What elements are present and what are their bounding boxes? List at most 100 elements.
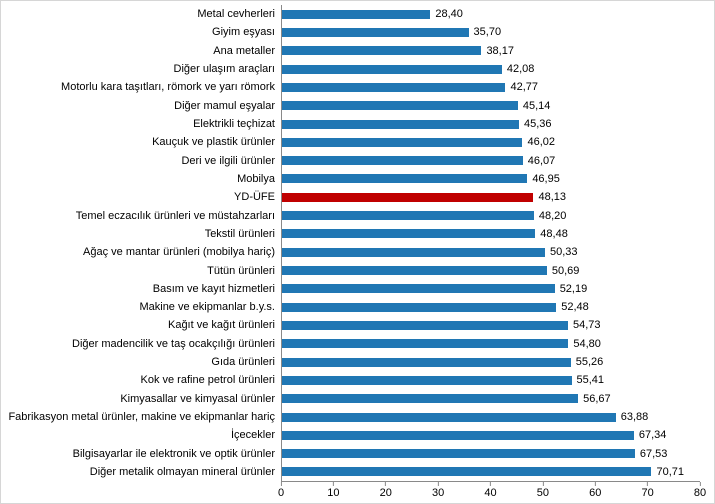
- bar-track: 42,08: [281, 59, 700, 79]
- x-axis-row: 0 10 20 30 40 50 60 70 80: [1, 481, 706, 501]
- value-label: 35,70: [473, 26, 502, 39]
- bar-track: 52,19: [281, 279, 700, 298]
- bar-track: 67,53: [281, 444, 700, 463]
- tick-mark: [280, 482, 282, 486]
- data-bar: [282, 412, 616, 422]
- data-bar: [282, 302, 557, 312]
- category-label: Elektrikli teçhizat: [193, 118, 275, 131]
- x-tick: 30: [432, 482, 444, 499]
- bar-track: 46,95: [281, 169, 700, 189]
- bar-track: 55,26: [281, 352, 700, 372]
- bar-row: Basım ve kayıt hizmetleri 52,19: [1, 279, 700, 298]
- tick-mark: [385, 482, 387, 486]
- bar-row: Deri ve ilgili ürünler 46,07: [1, 151, 700, 170]
- data-bar: [282, 449, 635, 459]
- bar-row: Giyim eşyası 35,70: [1, 23, 700, 42]
- value-label: 45,36: [524, 118, 552, 131]
- x-tick: 20: [380, 482, 392, 499]
- bar-track: 50,33: [281, 243, 700, 262]
- axis-spacer: [1, 481, 281, 501]
- tick-label: 40: [484, 487, 497, 499]
- tick-mark: [332, 482, 334, 486]
- category-label: Deri ve ilgili ürünler: [181, 154, 275, 167]
- value-label: 45,14: [522, 99, 551, 112]
- value-label: 28,40: [435, 8, 463, 21]
- tick-mark: [490, 482, 491, 486]
- value-label: 63,88: [620, 411, 649, 424]
- tick-mark: [594, 482, 596, 486]
- bar-track: 46,02: [281, 133, 700, 152]
- data-bar: [282, 27, 469, 37]
- data-bar: [282, 211, 534, 221]
- tick-mark: [542, 482, 544, 486]
- value-label: 48,13: [538, 191, 566, 204]
- value-label: 50,33: [549, 246, 578, 259]
- bar-row: Diğer madencilik ve taş ocakçılığı ürünl…: [1, 334, 700, 353]
- data-bar: [282, 266, 547, 276]
- data-bar: [282, 174, 528, 184]
- x-tick: 70: [642, 482, 654, 499]
- value-label: 67,34: [638, 429, 667, 442]
- data-bar: [282, 394, 579, 404]
- tick-label: 10: [327, 487, 340, 499]
- value-label: 52,19: [559, 282, 588, 295]
- bar-track: 67,34: [281, 426, 700, 445]
- value-label: 48,48: [540, 227, 568, 240]
- bar-row: Kağıt ve kağıt ürünleri 54,73: [1, 316, 700, 335]
- data-bar: [282, 137, 523, 147]
- category-label: Kauçuk ve plastik ürünler: [152, 136, 275, 149]
- category-label: Kağıt ve kağıt ürünleri: [167, 319, 275, 332]
- bar-row: Kimyasallar ve kimyasal ürünler 56,67: [1, 389, 700, 408]
- category-label: Tütün ürünleri: [207, 264, 275, 277]
- value-label: 42,08: [506, 63, 535, 76]
- value-label: 46,07: [527, 154, 556, 167]
- category-label: Giyim eşyası: [212, 26, 275, 39]
- data-bar: [282, 430, 634, 440]
- bar-track: 42,77: [281, 78, 700, 97]
- category-label: Ana metaller: [213, 44, 275, 57]
- category-label: Diğer madencilik ve taş ocakçılığı ürünl…: [72, 337, 275, 350]
- bar-row: Kok ve rafine petrol ürünleri 55,41: [1, 371, 700, 390]
- bar-row: Diğer ulaşım araçları 42,08: [1, 59, 700, 79]
- bar-row: İçecekler 67,34: [1, 426, 700, 445]
- category-label: Diğer metalik olmayan mineral ürünler: [89, 465, 275, 478]
- data-bar: [282, 101, 518, 111]
- value-label: 50,69: [551, 264, 580, 277]
- tick-label: 20: [379, 487, 392, 499]
- x-tick: 50: [537, 482, 549, 499]
- bar-track: 70,71: [281, 462, 700, 482]
- x-axis: 0 10 20 30 40 50 60 70 80: [277, 481, 706, 501]
- data-bar: [282, 375, 572, 385]
- category-label: Bilgisayarlar ile elektronik ve optik ür…: [72, 447, 275, 460]
- bar-track: 28,40: [281, 5, 700, 24]
- tick-label: 0: [277, 487, 285, 499]
- bar-row: Diğer metalik olmayan mineral ürünler 70,…: [1, 462, 700, 482]
- category-label: Gıda ürünleri: [211, 356, 275, 369]
- category-label: Diğer mamul eşyalar: [174, 99, 275, 112]
- x-tick: 40: [484, 482, 497, 499]
- value-label: 56,67: [583, 392, 611, 405]
- tick-label: 50: [536, 487, 549, 499]
- value-label: 46,95: [532, 172, 560, 185]
- data-bar: [282, 247, 545, 257]
- category-label: Motorlu kara taşıtları, römork ve yarı r…: [61, 81, 275, 94]
- data-bar: [282, 284, 555, 294]
- value-label: 54,80: [573, 337, 601, 350]
- highlight-bar: [282, 192, 534, 202]
- bar-row: Makine ve ekipmanlar b.y.s. 52,48: [1, 298, 700, 317]
- bar-row: Gıda ürünleri 55,26: [1, 352, 700, 372]
- data-bar: [282, 229, 536, 239]
- bar-row: Temel eczacılık ürünleri ve müstahzarlar…: [1, 206, 700, 225]
- category-label: YD-ÜFE: [234, 191, 275, 204]
- value-label: 54,73: [572, 319, 601, 332]
- tick-label: 80: [693, 487, 707, 499]
- data-bar: [282, 156, 523, 166]
- category-label: Metal cevherleri: [197, 8, 275, 21]
- data-bar: [282, 82, 506, 92]
- value-label: 52,48: [561, 301, 589, 314]
- tick-label: 60: [589, 487, 602, 499]
- x-tick: 60: [589, 482, 601, 499]
- value-label: 42,77: [510, 81, 538, 94]
- category-label: Fabrikasyon metal ürünler, makine ve eki…: [8, 411, 275, 424]
